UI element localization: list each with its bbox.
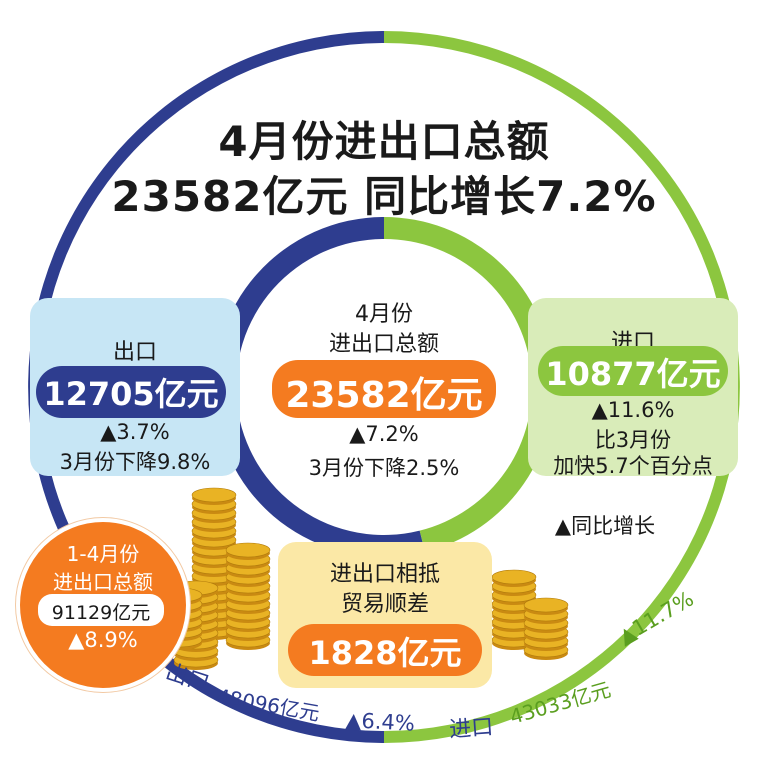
inner-ring: [214, 217, 554, 557]
ytd-value: 91129亿元: [51, 602, 151, 624]
export-label: 出口: [112, 340, 157, 365]
legend-growth: ▲同比增长: [554, 514, 656, 538]
center-label-month: 4月份: [355, 302, 413, 327]
inner-ring-import-slice: [384, 217, 554, 552]
import-value: 10877亿元: [545, 355, 721, 393]
import-growth: ▲11.6%: [591, 398, 675, 422]
ytd-label-total: 进出口总额: [53, 570, 153, 594]
surplus-value-pill: [288, 624, 482, 676]
surplus-label-2: 贸易顺差: [340, 592, 429, 617]
coin-face: [523, 597, 569, 613]
page-subtitle: 23582亿元 同比增长7.2%: [111, 172, 657, 221]
center-note: 3月份下降2.5%: [308, 456, 460, 480]
ytd-growth: ▲8.9%: [68, 628, 138, 652]
center-label-total: 进出口总额: [328, 332, 439, 357]
export-note: 3月份下降9.8%: [59, 450, 211, 474]
coin-stack-right-icon: [491, 569, 569, 660]
export-value-pill: [36, 366, 226, 418]
export-growth: ▲3.7%: [100, 420, 170, 444]
ytd-label-period: 1-4月份: [66, 542, 140, 566]
center-value: 23582亿元: [285, 375, 483, 416]
ytd-value-pill: [38, 594, 164, 626]
center-growth: ▲7.2%: [349, 422, 419, 446]
surplus-value: 1828亿元: [308, 634, 462, 672]
surplus-label-1: 进出口相抵: [329, 562, 440, 587]
import-value-pill: [538, 346, 728, 396]
ytd-export-growth: ▲6.4%: [344, 708, 416, 736]
coin-face: [191, 487, 237, 503]
coin-face: [225, 542, 271, 558]
export-value: 12705亿元: [43, 375, 219, 413]
import-note-2: 加快5.7个百分点: [553, 454, 713, 478]
ytd-import-label: 进口: [448, 714, 495, 743]
coin-face: [491, 569, 537, 585]
center-value-pill: [272, 360, 496, 418]
import-note-1: 比3月份: [594, 428, 672, 452]
page-title: 4月份进出口总额: [218, 117, 550, 166]
